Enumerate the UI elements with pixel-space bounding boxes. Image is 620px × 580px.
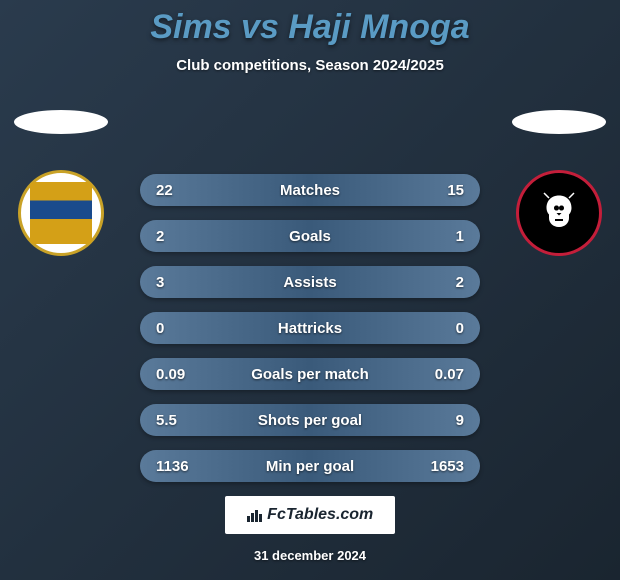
crest-left-inner: [30, 182, 92, 244]
player-left-badge: [14, 110, 108, 256]
chart-icon: [247, 508, 263, 522]
stat-value-right: 2: [456, 274, 464, 291]
stat-value-right: 15: [447, 182, 464, 199]
ellipse-left: [14, 110, 108, 134]
season-subtitle: Club competitions, Season 2024/2025: [0, 57, 620, 74]
stat-value-left: 1136: [156, 458, 189, 475]
stat-value-right: 1653: [431, 458, 464, 475]
stats-container: 22 Matches 15 2 Goals 1 3 Assists 2 0 Ha…: [140, 174, 480, 482]
logo-label: FcTables.com: [267, 506, 373, 523]
stat-value-right: 1: [456, 228, 464, 245]
ellipse-right: [512, 110, 606, 134]
stat-row-matches: 22 Matches 15: [140, 174, 480, 206]
stat-label: Goals per match: [251, 366, 369, 383]
stat-value-left: 22: [156, 182, 173, 199]
stat-value-left: 2: [156, 228, 164, 245]
stat-label: Matches: [280, 182, 340, 199]
club-crest-right: [516, 170, 602, 256]
lion-icon: [534, 188, 584, 238]
stat-value-left: 0: [156, 320, 164, 337]
site-logo-box: FcTables.com: [225, 496, 396, 534]
stat-label: Shots per goal: [258, 412, 362, 429]
stat-row-hattricks: 0 Hattricks 0: [140, 312, 480, 344]
stat-row-assists: 3 Assists 2: [140, 266, 480, 298]
stat-value-left: 3: [156, 274, 164, 291]
footer: FcTables.com 31 december 2024: [0, 496, 620, 563]
stat-value-left: 5.5: [156, 412, 177, 429]
stat-label: Goals: [289, 228, 331, 245]
comparison-title: Sims vs Haji Mnoga: [0, 8, 620, 47]
stat-value-right: 0: [456, 320, 464, 337]
stat-row-goals: 2 Goals 1: [140, 220, 480, 252]
stat-value-right: 9: [456, 412, 464, 429]
header: Sims vs Haji Mnoga Club competitions, Se…: [0, 0, 620, 74]
stat-label: Min per goal: [266, 458, 354, 475]
club-crest-left: [18, 170, 104, 256]
date-text: 31 december 2024: [0, 548, 620, 563]
stat-value-left: 0.09: [156, 366, 185, 383]
stat-label: Assists: [283, 274, 336, 291]
stat-label: Hattricks: [278, 320, 342, 337]
player-right-badge: [512, 110, 606, 256]
stat-value-right: 0.07: [435, 366, 464, 383]
stat-row-shots-per-goal: 5.5 Shots per goal 9: [140, 404, 480, 436]
site-logo-text: FcTables.com: [247, 506, 374, 523]
stat-row-goals-per-match: 0.09 Goals per match 0.07: [140, 358, 480, 390]
stat-row-min-per-goal: 1136 Min per goal 1653: [140, 450, 480, 482]
